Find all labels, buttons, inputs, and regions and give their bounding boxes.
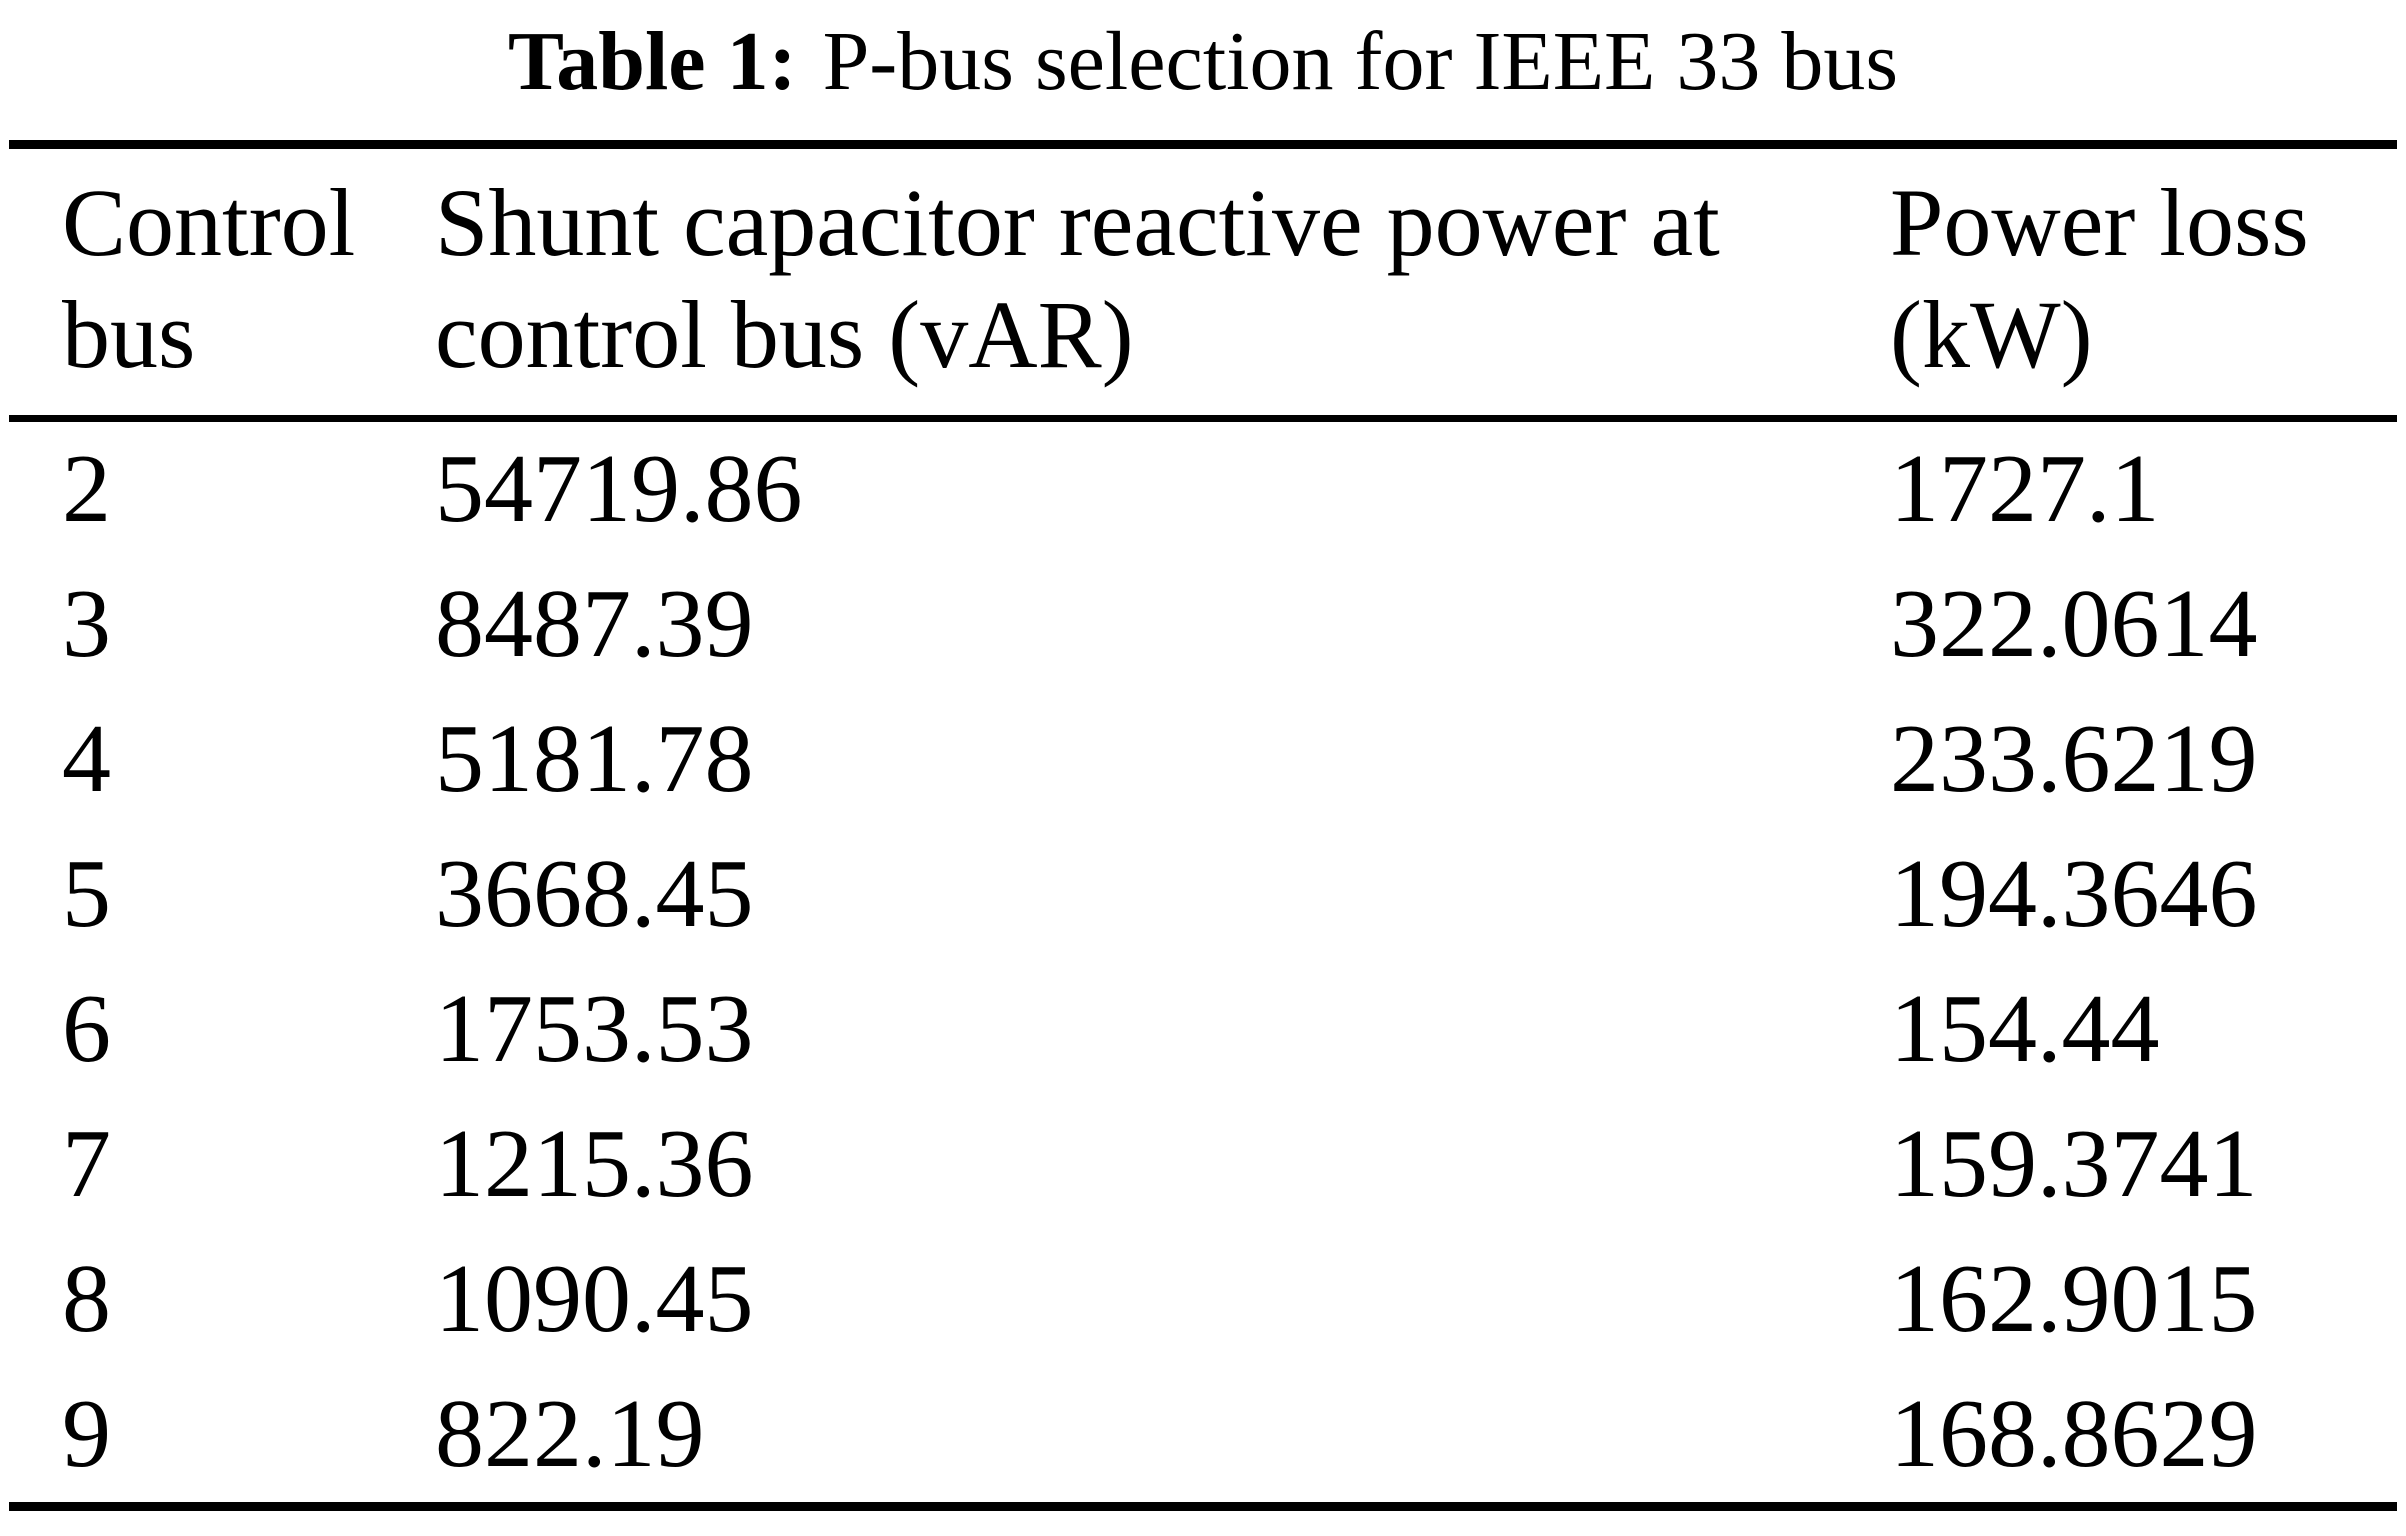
table-caption: Table 1: P-bus selection for IEEE 33 bus bbox=[0, 12, 2406, 112]
cell-control-bus: 8 bbox=[62, 1245, 111, 1353]
header-row: Control bus Shunt capacitor reactive pow… bbox=[9, 145, 2397, 419]
table-row: 9 822.19 168.8629 bbox=[9, 1367, 2397, 1507]
cell-control-bus: 9 bbox=[62, 1380, 111, 1488]
table-row: 5 3668.45 194.3646 bbox=[9, 827, 2397, 962]
table-row: 4 5181.78 233.6219 bbox=[9, 692, 2397, 827]
cell-control-bus: 6 bbox=[62, 975, 111, 1083]
cell-shunt-q-var: 3668.45 bbox=[435, 840, 754, 948]
cell-shunt-q-var: 5181.78 bbox=[435, 705, 754, 813]
cell-power-loss-kw: 168.8629 bbox=[1890, 1380, 2258, 1488]
cell-power-loss-kw: 159.3741 bbox=[1890, 1110, 2258, 1218]
table-caption-title: P-bus selection for IEEE 33 bus bbox=[822, 15, 1899, 108]
cell-control-bus: 3 bbox=[62, 570, 111, 678]
cell-shunt-q-var: 54719.86 bbox=[435, 435, 803, 543]
table-row: 8 1090.45 162.9015 bbox=[9, 1232, 2397, 1367]
cell-control-bus: 5 bbox=[62, 840, 111, 948]
cell-shunt-q-var: 822.19 bbox=[435, 1380, 705, 1488]
table-row: 6 1753.53 154.44 bbox=[9, 962, 2397, 1097]
cell-power-loss-kw: 162.9015 bbox=[1890, 1245, 2258, 1353]
table-caption-label: Table 1: bbox=[507, 15, 797, 108]
cell-control-bus: 4 bbox=[62, 705, 111, 813]
col-header-shunt-capacitor-reactive-power: Shunt capacitor reactive power at contro… bbox=[435, 169, 1720, 388]
cell-power-loss-kw: 154.44 bbox=[1890, 975, 2160, 1083]
cell-power-loss-kw: 322.0614 bbox=[1890, 570, 2258, 678]
cell-shunt-q-var: 1215.36 bbox=[435, 1110, 754, 1218]
cell-power-loss-kw: 194.3646 bbox=[1890, 840, 2258, 948]
table-row: 2 54719.86 1727.1 bbox=[9, 419, 2397, 558]
cell-power-loss-kw: 233.6219 bbox=[1890, 705, 2258, 813]
table-row: 3 8487.39 322.0614 bbox=[9, 557, 2397, 692]
cell-shunt-q-var: 1753.53 bbox=[435, 975, 754, 1083]
col-header-power-loss: Power loss (kW) bbox=[1890, 169, 2309, 388]
col-header-control-bus: Control bus bbox=[62, 169, 356, 388]
pbus-selection-table: Control bus Shunt capacitor reactive pow… bbox=[9, 140, 2397, 1511]
cell-control-bus: 2 bbox=[62, 435, 111, 543]
cell-shunt-q-var: 1090.45 bbox=[435, 1245, 754, 1353]
table-row: 7 1215.36 159.3741 bbox=[9, 1097, 2397, 1232]
cell-power-loss-kw: 1727.1 bbox=[1890, 435, 2160, 543]
cell-control-bus: 7 bbox=[62, 1110, 111, 1218]
cell-shunt-q-var: 8487.39 bbox=[435, 570, 754, 678]
